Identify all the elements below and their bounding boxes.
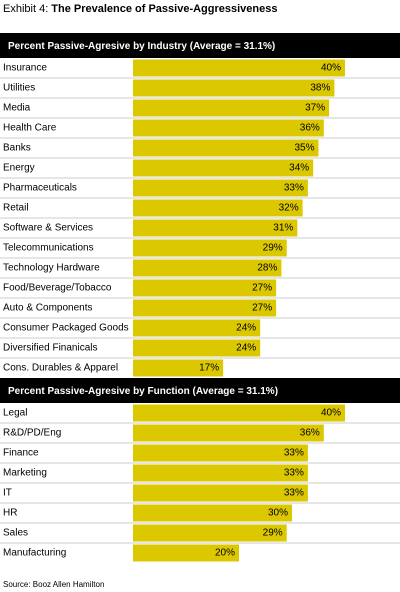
value-label: 24% xyxy=(236,343,256,354)
value-label: 34% xyxy=(289,163,309,174)
category-label: Finance xyxy=(3,448,39,459)
value-label: 20% xyxy=(215,548,235,559)
bar xyxy=(133,404,345,422)
bar xyxy=(133,444,308,462)
bar xyxy=(133,59,345,77)
chart-title: Exhibit 4: The Prevalence of Passive-Aggr… xyxy=(3,3,277,15)
value-label: 28% xyxy=(257,263,277,274)
category-label: Technology Hardware xyxy=(3,263,100,274)
value-label: 33% xyxy=(284,488,304,499)
category-label: Utilities xyxy=(3,83,35,94)
category-label: Manufacturing xyxy=(3,548,66,559)
panel-title: Percent Passive-Agresive by Function (Av… xyxy=(8,386,278,397)
category-label: Sales xyxy=(3,528,28,539)
value-label: 33% xyxy=(284,183,304,194)
category-label: Energy xyxy=(3,163,35,174)
category-label: Marketing xyxy=(3,468,47,479)
category-label: Diversified Finanicals xyxy=(3,343,97,354)
value-label: 38% xyxy=(310,83,330,94)
panel-header xyxy=(0,33,400,58)
value-label: 36% xyxy=(300,123,320,134)
category-label: IT xyxy=(3,488,12,499)
bar xyxy=(133,504,292,522)
category-label: Cons. Durables & Apparel xyxy=(3,363,118,374)
bar xyxy=(133,359,224,377)
value-label: 35% xyxy=(294,143,314,154)
bar xyxy=(133,339,261,357)
category-label: R&D/PD/Eng xyxy=(3,428,61,439)
category-label: Pharmaceuticals xyxy=(3,183,77,194)
bar xyxy=(133,119,324,137)
value-label: 37% xyxy=(305,103,325,114)
value-label: 27% xyxy=(252,283,272,294)
value-label: 33% xyxy=(284,468,304,479)
category-label: Software & Services xyxy=(3,223,93,234)
source: Source: Booz Allen Hamilton xyxy=(3,580,104,589)
title-text: The Prevalence of Passive-Aggressiveness xyxy=(51,3,277,15)
value-label: 17% xyxy=(199,363,219,374)
category-label: Auto & Components xyxy=(3,303,93,314)
bar xyxy=(133,99,330,117)
category-label: Banks xyxy=(3,143,31,154)
value-label: 27% xyxy=(252,303,272,314)
bar xyxy=(133,259,282,277)
value-label: 36% xyxy=(300,428,320,439)
category-label: Telecommunications xyxy=(3,243,94,254)
value-label: 32% xyxy=(279,203,299,214)
exhibit-label: Exhibit 4: xyxy=(3,3,48,15)
bar xyxy=(133,484,308,502)
bar xyxy=(133,524,287,542)
bar xyxy=(133,319,261,337)
category-label: Retail xyxy=(3,203,29,214)
bar xyxy=(133,139,319,157)
bar xyxy=(133,219,298,237)
category-label: Legal xyxy=(3,408,27,419)
category-label: HR xyxy=(3,508,17,519)
panel-header xyxy=(0,378,400,403)
value-label: 29% xyxy=(263,243,283,254)
category-label: Consumer Packaged Goods xyxy=(3,323,129,334)
value-label: 24% xyxy=(236,323,256,334)
category-label: Insurance xyxy=(3,63,47,74)
bar xyxy=(133,179,308,197)
bar xyxy=(133,299,277,317)
category-label: Food/Beverage/Tobacco xyxy=(3,283,112,294)
value-label: 33% xyxy=(284,448,304,459)
value-label: 29% xyxy=(263,528,283,539)
bar xyxy=(133,424,324,442)
panel-title: Percent Passive-Agresive by Industry (Av… xyxy=(8,41,275,52)
category-label: Health Care xyxy=(3,123,57,134)
category-label: Media xyxy=(3,103,31,114)
bar xyxy=(133,199,303,217)
value-label: 40% xyxy=(321,63,341,74)
value-label: 31% xyxy=(273,223,293,234)
value-label: 40% xyxy=(321,408,341,419)
bar xyxy=(133,464,308,482)
bar xyxy=(133,544,239,562)
bar xyxy=(133,79,335,97)
bar xyxy=(133,239,287,257)
value-label: 30% xyxy=(268,508,288,519)
bar xyxy=(133,279,277,297)
bar xyxy=(133,159,314,177)
